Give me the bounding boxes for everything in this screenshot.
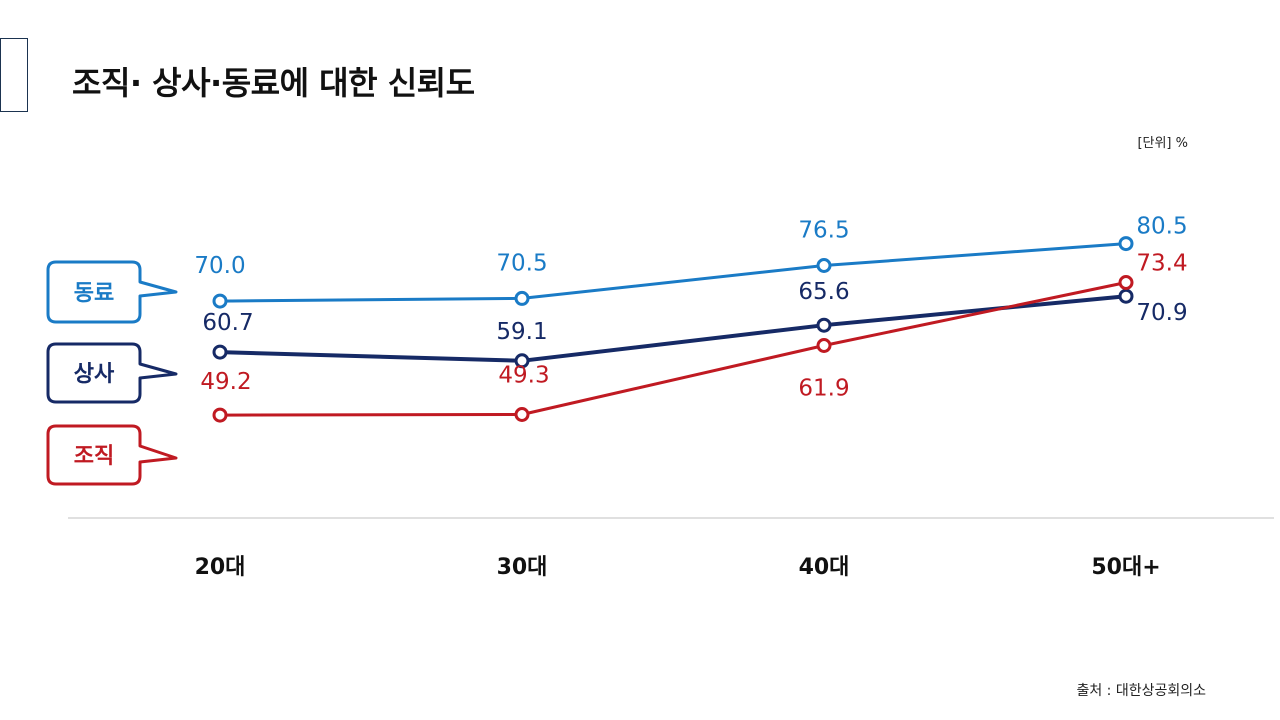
data-label-peer: 70.5 xyxy=(496,250,547,276)
data-point-org xyxy=(212,407,228,423)
x-tick-label: 30대 xyxy=(497,555,548,580)
series-org: 49.2 49.3 61.9 73.4 xyxy=(200,251,1188,423)
series-line-peer xyxy=(219,242,1127,303)
data-point-boss xyxy=(212,344,228,360)
x-tick-label: 50대+ xyxy=(1091,555,1160,580)
data-label-boss: 59.1 xyxy=(496,319,547,345)
data-label-peer: 80.5 xyxy=(1136,214,1187,240)
legend-label-boss: 상사 xyxy=(74,362,115,387)
x-tick-label: 20대 xyxy=(195,555,246,580)
data-label-org: 61.9 xyxy=(798,376,849,402)
legend-box-peer xyxy=(46,260,178,324)
legend-box-boss xyxy=(46,342,178,404)
legend-label-peer: 동료 xyxy=(74,281,114,306)
chart-title: 조직· 상사·동료에 대한 신뢰도 xyxy=(72,64,475,102)
legend-item-boss[interactable]: 상사 xyxy=(46,342,178,404)
data-label-peer: 76.5 xyxy=(798,218,849,244)
series-peer: 70.0 70.5 76.5 80.5 xyxy=(194,214,1188,309)
series-line-boss xyxy=(219,294,1127,363)
x-axis-ticks: 20대 30대 40대 50대+ xyxy=(195,555,1161,580)
data-label-boss: 65.6 xyxy=(798,279,849,305)
series-line-org xyxy=(219,281,1127,417)
data-point-org xyxy=(1118,275,1134,290)
legend-item-org[interactable]: 조직 xyxy=(46,424,178,486)
source-note: 출처 : 대한상공회의소 xyxy=(1076,683,1206,699)
data-point-org xyxy=(816,338,832,353)
data-point-peer xyxy=(514,290,530,306)
title-accent-bar xyxy=(0,38,28,112)
data-label-boss: 70.9 xyxy=(1136,300,1187,326)
data-point-boss xyxy=(816,317,832,333)
data-point-peer xyxy=(212,293,228,309)
data-point-boss xyxy=(1118,288,1134,304)
data-point-org xyxy=(514,407,530,422)
legend: 동료 상사 조직 xyxy=(46,260,178,486)
data-label-org: 49.2 xyxy=(200,369,251,395)
unit-label: [단위] % xyxy=(1137,136,1188,151)
data-label-org: 49.3 xyxy=(498,363,549,389)
legend-box-org xyxy=(46,424,178,486)
series-boss: 60.7 59.1 65.6 70.9 xyxy=(202,279,1188,369)
x-tick-label: 40대 xyxy=(799,555,850,580)
data-point-peer xyxy=(816,258,832,273)
data-point-boss xyxy=(514,353,530,369)
data-label-org: 73.4 xyxy=(1136,251,1187,277)
legend-item-peer[interactable]: 동료 xyxy=(46,260,178,324)
data-label-peer: 70.0 xyxy=(194,253,245,279)
data-label-boss: 60.7 xyxy=(202,310,253,336)
legend-label-org: 조직 xyxy=(74,444,114,469)
data-point-peer xyxy=(1118,236,1134,252)
series-layer: 70.0 70.5 76.5 80.5 60.7 59.1 65.6 70.9 49.2 49.3… xyxy=(194,214,1188,423)
